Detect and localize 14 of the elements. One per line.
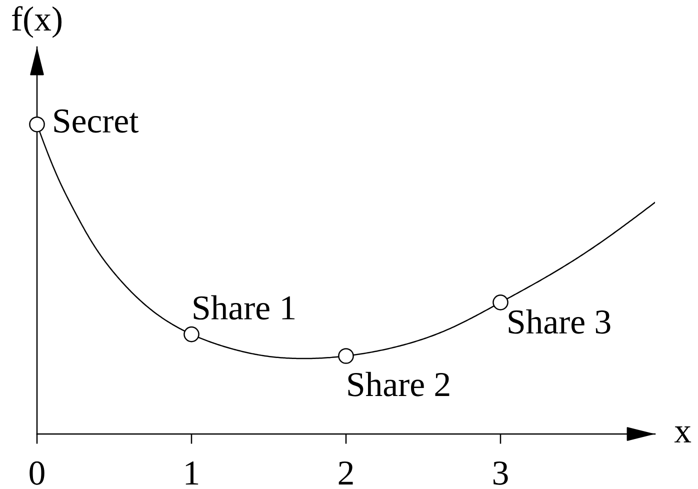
point [492,294,508,310]
x-tick-label: 0 [30,461,44,485]
x-tick-label: 2 [338,461,353,484]
point [338,348,354,364]
annotation: Share 2 [348,372,450,396]
x-tick-label: 3 [493,461,508,485]
annotation: Secret [54,109,139,133]
x-tick-label: 1 [186,462,198,484]
x-axis-title: x [674,426,692,442]
point [184,326,200,342]
y-axis-title: f(x) [12,6,62,38]
annotation: Share 1 [194,295,295,320]
point [29,116,45,132]
annotation: Share 3 [508,309,610,334]
